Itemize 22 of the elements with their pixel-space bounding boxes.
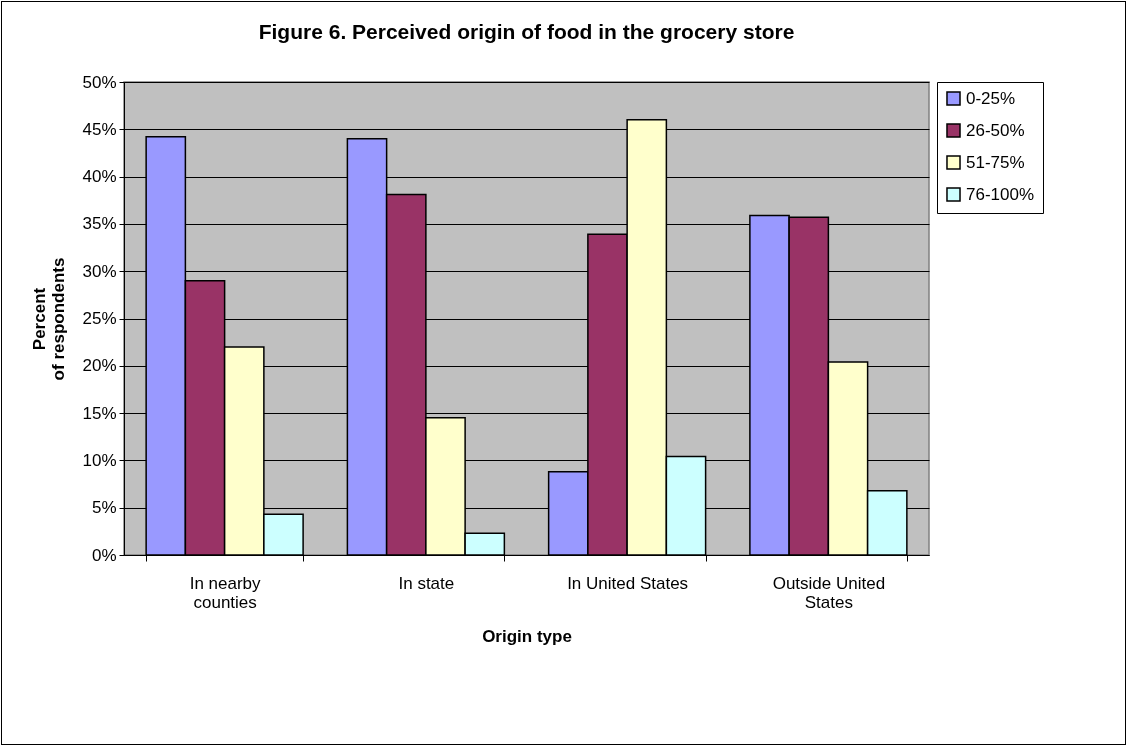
legend-label: 76-100% [966,184,1035,204]
legend-label: 26-50% [966,120,1025,140]
y-tick-label: 20% [82,356,117,376]
y-tick-label: 15% [82,403,117,423]
y-tick-label: 5% [91,498,117,518]
y-tick-label: 25% [82,309,117,328]
legend-label: 51-75% [966,152,1025,172]
x-axis-title: Origin type [482,626,572,646]
legend-label: 0-25% [966,88,1016,108]
x-tick-label: In state [398,573,455,593]
x-tick-label: In United States [567,573,689,593]
y-tick-label: 10% [82,450,117,470]
y-tick-label: 40% [82,167,117,187]
y-tick-label: 0% [91,545,117,565]
y-tick-label: 30% [82,261,117,281]
y-tick-label: 45% [82,119,117,139]
y-axis-title: Percent of respondents [30,257,69,381]
x-tick-label: In nearby counties [189,573,262,612]
chart-title: Figure 6. Perceived origin of food in the grocery store [258,20,795,43]
y-tick-label: 50% [82,72,117,92]
y-tick-label: 35% [82,214,117,234]
x-tick-label: Outside United States [772,573,886,612]
